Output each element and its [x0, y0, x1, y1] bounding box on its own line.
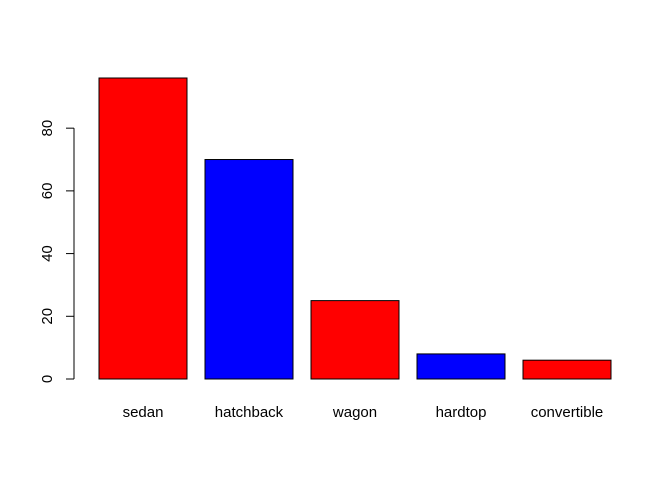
x-tick-label-hatchback: hatchback [215, 404, 284, 421]
x-axis-labels: sedan hatchback wagon hardtop convertible [123, 404, 604, 421]
bar-convertible [522, 359, 612, 380]
bar-wagon [310, 300, 400, 380]
x-tick-label-wagon: wagon [332, 404, 377, 421]
y-tick-label-20: 20 [39, 308, 56, 325]
x-tick-label-hardtop: hardtop [436, 404, 487, 421]
bars [98, 77, 612, 380]
x-tick-label-sedan: sedan [123, 404, 164, 421]
x-tick-label-convertible: convertible [531, 404, 604, 421]
y-tick-label-80: 80 [39, 120, 56, 137]
bar-sedan [98, 77, 188, 380]
y-tick-label-0: 0 [39, 375, 56, 383]
y-tick-label-60: 60 [39, 183, 56, 200]
bar-hatchback [204, 159, 294, 380]
y-tick-label-40: 40 [39, 245, 56, 262]
bar-hardtop [416, 353, 506, 380]
y-axis: 0 20 40 60 80 [39, 120, 75, 383]
